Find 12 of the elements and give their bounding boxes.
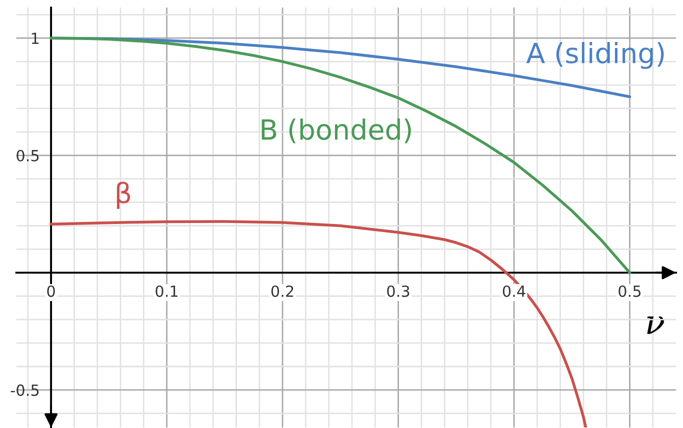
x-tick-label: 0.5 [618,285,641,297]
x-tick-label: 0.1 [156,285,178,297]
x-tick-label: 0.4 [502,285,526,297]
y-tick-label: -0.5 [10,384,39,396]
x-tick-label: 0.3 [387,285,410,297]
series-label: A (sliding) [526,42,664,69]
x-tick-label: 0 [47,285,55,297]
series-label: B (bonded) [262,118,411,144]
x-tick-label: 0.2 [271,285,294,297]
y-tick-label: 1 [32,32,39,44]
series-label: β [116,182,130,209]
y-tick-label: 0.5 [16,150,39,162]
